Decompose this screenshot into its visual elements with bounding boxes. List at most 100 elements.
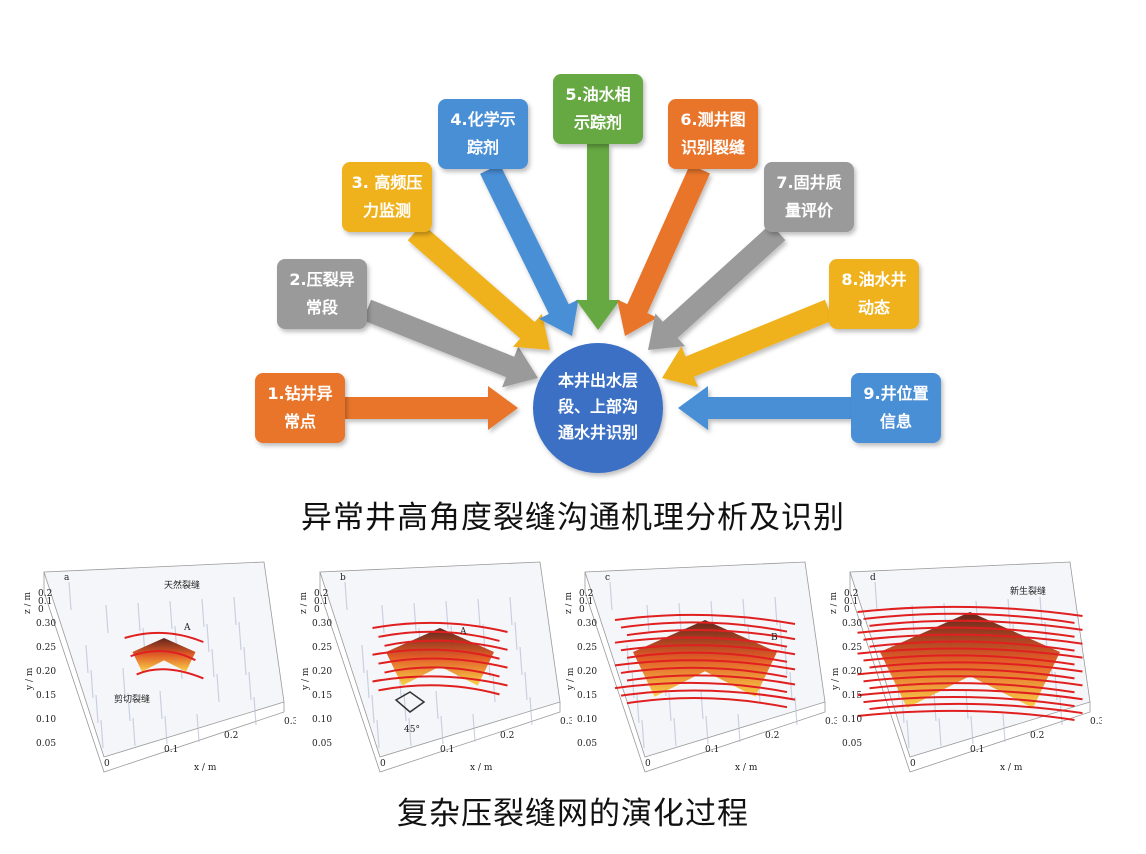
x-tick: 0.2 [765, 731, 779, 741]
natural-fracture-line [95, 694, 99, 724]
x-tick: 0.1 [705, 745, 719, 755]
x-tick: 0 [104, 759, 110, 769]
natural-fracture-line [668, 692, 672, 722]
fracture-trace [136, 668, 204, 680]
z-tick: 0 [38, 605, 44, 615]
natural-fracture-line [201, 598, 205, 628]
fracture-trace [857, 626, 1075, 638]
y-tick: 0.05 [842, 739, 862, 749]
panel-edges [43, 572, 285, 773]
fracture-trace [378, 657, 508, 669]
x-tick: 0.1 [440, 745, 454, 755]
box-label-b2-1: 2.压裂异 [289, 270, 354, 289]
x-axis-label: x / m [735, 763, 758, 773]
z-tick: 0 [844, 605, 850, 615]
x-tick: 0.3 [560, 717, 572, 727]
arrow-b3 [407, 223, 550, 350]
y-axis-label: y / m [301, 667, 311, 691]
natural-fracture-line [965, 690, 969, 720]
y-tick: 0.20 [36, 667, 56, 677]
fracture-trace [130, 650, 196, 662]
panel-edges [319, 572, 561, 773]
y-tick: 0.20 [312, 667, 332, 677]
natural-fracture-line [646, 604, 650, 634]
box-rect-b4 [438, 99, 528, 169]
natural-fracture-line [673, 717, 677, 747]
y-tick: 0.05 [36, 739, 56, 749]
x-tick: 0.3 [1090, 717, 1102, 727]
fracture-panel-c: c 0.2 0.1 0 0.30 0.25 0.20 0.15 0.10 0.05 0 0.1 0.2 0… [565, 552, 837, 774]
annotation-b-2: 45° [404, 725, 420, 735]
x-tick: 0 [645, 759, 651, 769]
natural-fracture-line [105, 604, 109, 634]
box-rect-b1 [255, 373, 345, 443]
y-tick: 0.25 [312, 643, 332, 653]
box-label-b8-1: 8.油水井 [841, 270, 906, 289]
box-label-b6-2: 识别裂缝 [681, 138, 745, 157]
annotation-a-3: 剪切裂缝 [114, 693, 150, 705]
fracture-trace [372, 648, 500, 660]
box-rect-b8 [829, 259, 919, 329]
center-circle [533, 343, 663, 473]
natural-fracture-line [874, 581, 878, 611]
y-tick: 0.30 [312, 619, 332, 629]
fracture-trace [620, 644, 796, 656]
fracture-trace [626, 697, 788, 709]
y-tick: 0.30 [577, 619, 597, 629]
box-label-b3-2: 力监测 [363, 201, 411, 220]
natural-fracture-line [636, 694, 640, 724]
panel-edges [849, 572, 1091, 773]
box-label-b4-2: 踪剂 [467, 138, 499, 157]
fracture-trace [614, 613, 796, 625]
y-axis-label: y / m [566, 667, 576, 691]
natural-fracture-line [169, 600, 173, 630]
natural-fracture-line [127, 692, 131, 722]
natural-fracture-line [700, 690, 704, 720]
natural-fracture-line [206, 623, 210, 653]
z-tick: 0.1 [314, 597, 328, 607]
natural-fracture-line [196, 713, 200, 743]
fracture-panel-b: b 0.2 0.1 0 0.30 0.25 0.20 0.15 0.10 0.05 0 0.1 0.2 0… [300, 552, 572, 774]
x-tick: 0.1 [164, 745, 178, 755]
natural-fracture-line [472, 713, 476, 743]
y-tick: 0.10 [577, 715, 597, 725]
natural-fracture-line [789, 671, 793, 701]
natural-fracture-line [253, 696, 257, 726]
y-tick: 0.15 [36, 691, 56, 701]
z-tick: 0.2 [38, 589, 52, 599]
natural-fracture-line [519, 646, 523, 676]
z-tick: 0.2 [314, 589, 328, 599]
box-label-b4-1: 4.化学示 [450, 110, 515, 129]
y-tick: 0.30 [36, 619, 56, 629]
arrow-b1 [345, 386, 518, 430]
fracture-trace [372, 675, 508, 687]
box-rect-b5 [553, 74, 643, 144]
natural-fracture-line [238, 621, 242, 651]
natural-fracture-line [742, 598, 746, 628]
natural-fracture-line [524, 671, 528, 701]
box-label-b6-1: 6.测井图 [680, 110, 745, 129]
natural-fracture-line [344, 581, 348, 611]
natural-fracture-line [938, 717, 942, 747]
y-tick: 0.05 [577, 739, 597, 749]
natural-fracture-line [678, 602, 682, 632]
box-label-b5-2: 示踪剂 [574, 113, 622, 132]
fracture-trace [857, 668, 1075, 680]
box-rect-b3 [342, 162, 432, 232]
natural-fracture-line [85, 644, 89, 674]
arrow-b8 [662, 299, 834, 388]
y-tick: 0.15 [577, 691, 597, 701]
fracture-trace [626, 651, 788, 663]
natural-fracture-line [413, 602, 417, 632]
natural-fracture-line [440, 715, 444, 745]
center-line-1: 本井出水层 [558, 371, 638, 390]
fracture-trace [626, 674, 796, 686]
y-tick: 0.25 [577, 643, 597, 653]
panel-edges [584, 572, 826, 773]
natural-fracture-line [371, 694, 375, 724]
